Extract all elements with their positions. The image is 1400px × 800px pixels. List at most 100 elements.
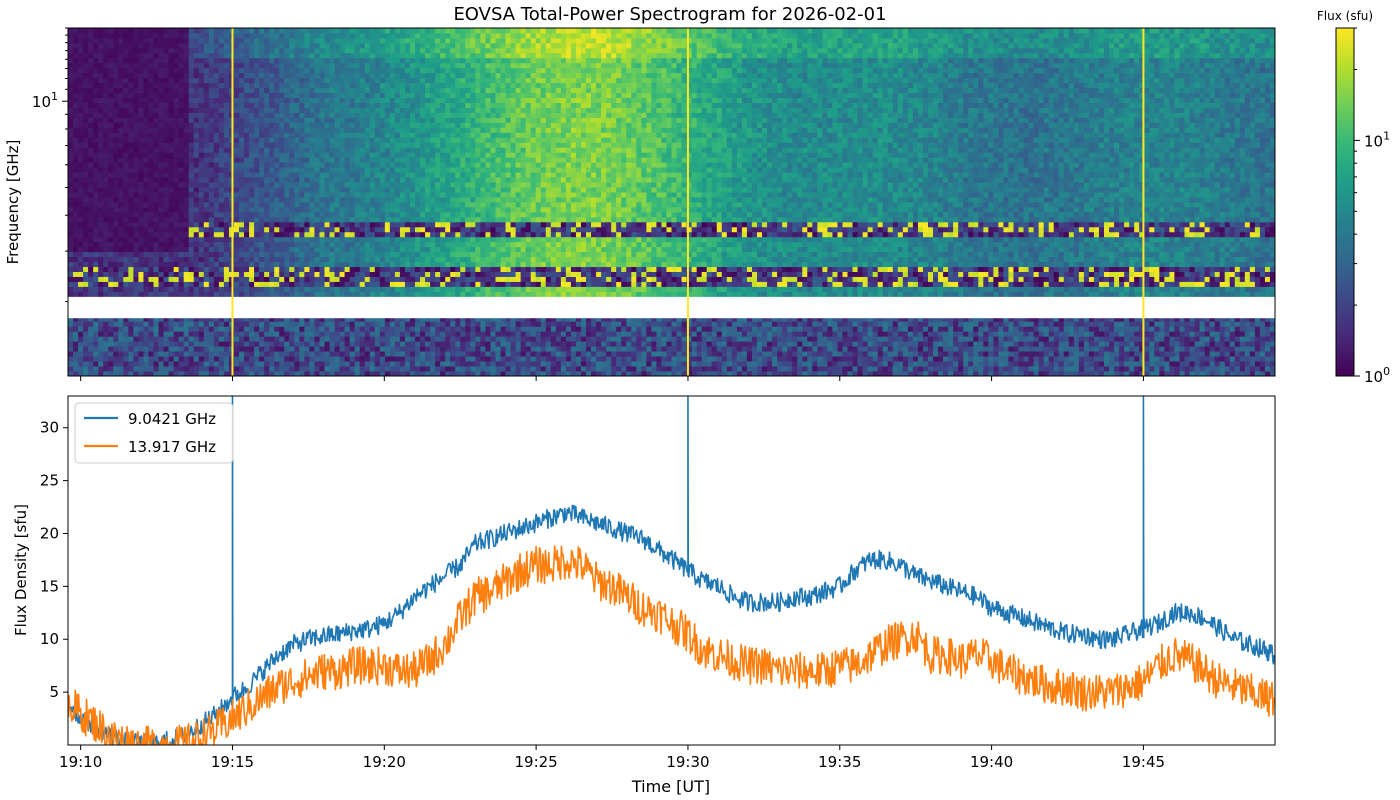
spectrogram-cell [1179, 287, 1184, 292]
spectrogram-cell [219, 351, 224, 356]
spectrogram-cell [958, 257, 963, 262]
spectrogram-cell [822, 326, 827, 331]
spectrogram-cell [365, 336, 370, 341]
spectrogram-cell [169, 267, 174, 272]
spectrogram-cell [385, 267, 390, 272]
spectrogram-cell [1210, 336, 1215, 341]
spectrogram-cell [289, 331, 294, 336]
spectrogram-cell [1245, 291, 1250, 296]
spectrogram-cell [1109, 257, 1114, 262]
spectrogram-cell [490, 356, 495, 361]
spectrogram-cell [817, 291, 822, 296]
spectrogram-cell [1144, 267, 1149, 272]
spectrogram-cell [1034, 262, 1039, 267]
spectrogram-cell [400, 341, 405, 346]
spectrogram-cell [546, 257, 551, 262]
spectrogram-cell [73, 257, 78, 262]
spectrogram-cell [455, 321, 460, 326]
spectrogram-cell [179, 341, 184, 346]
spectrogram-cell [249, 272, 254, 277]
spectrogram-cell [1054, 326, 1059, 331]
spectrogram-cell [1059, 321, 1064, 326]
spectrogram-cell [641, 336, 646, 341]
spectrogram-cell [1008, 331, 1013, 336]
spectrogram-cell [108, 341, 113, 346]
spectrogram-cell [435, 262, 440, 267]
spectrogram-cell [143, 331, 148, 336]
spectrogram-cell [495, 351, 500, 356]
spectrogram-cell [254, 277, 259, 282]
spectrogram-cell [164, 267, 169, 272]
spectrogram-cell [370, 272, 375, 277]
spectrogram-cell [571, 267, 576, 272]
spectrogram-cell [249, 326, 254, 331]
spectrogram-cell [812, 267, 817, 272]
spectrogram-cell [978, 331, 983, 336]
spectrogram-cell [350, 351, 355, 356]
spectrogram-cell [747, 272, 752, 277]
spectrogram-cell [782, 272, 787, 277]
spectrogram-cell [677, 321, 682, 326]
spectrogram-cell [837, 272, 842, 277]
spectrogram-cell [1099, 356, 1104, 361]
spectrogram-cell [978, 287, 983, 292]
spectrogram-cell [148, 272, 153, 277]
spectrogram-cell [1039, 277, 1044, 282]
spectrogram-cell [898, 361, 903, 366]
spectrogram-cell [953, 262, 958, 267]
spectrogram-cell [727, 267, 732, 272]
spectrogram-cell [802, 331, 807, 336]
spectrogram-cell [108, 331, 113, 336]
spectrogram-cell [988, 262, 993, 267]
spectrogram-cell [1119, 346, 1124, 351]
spectrogram-cell [531, 277, 536, 282]
spectrogram-cell [682, 356, 687, 361]
spectrogram-cell [365, 321, 370, 326]
spectrogram-cell [556, 341, 561, 346]
spectrogram-cell [184, 361, 189, 366]
spectrogram-cell [631, 267, 636, 272]
spectrogram-cell [817, 267, 822, 272]
spectrogram-cell [511, 336, 516, 341]
spectrogram-cell [566, 262, 571, 267]
spectrogram-cell [1154, 262, 1159, 267]
spectrogram-cell [470, 272, 475, 277]
spectrogram-cell [531, 346, 536, 351]
spectrogram-cell [475, 277, 480, 282]
spectrogram-cell [571, 356, 576, 361]
spectrogram-cell [782, 291, 787, 296]
spectrogram-cell [656, 267, 661, 272]
spectrogram-cell [1144, 326, 1149, 331]
spectrogram-cell [561, 321, 566, 326]
spectrogram-cell [214, 351, 219, 356]
spectrogram-cell [536, 331, 541, 336]
spectrogram-cell [616, 257, 621, 262]
spectrogram-cell [822, 321, 827, 326]
spectrogram-cell [1089, 272, 1094, 277]
spectrogram-cell [400, 257, 405, 262]
spectrogram-cell [319, 262, 324, 267]
spectrogram-cell [184, 267, 189, 272]
spectrogram-cell [626, 346, 631, 351]
spectrogram-cell [264, 272, 269, 277]
spectrogram-cell [1054, 267, 1059, 272]
spectrogram-cell [556, 291, 561, 296]
spectrogram-cell [420, 262, 425, 267]
spectrogram-cell [792, 341, 797, 346]
spectrogram-cell [1149, 346, 1154, 351]
spectrogram-cell [556, 267, 561, 272]
spectrogram-cell [254, 287, 259, 292]
spectrogram-cell [88, 356, 93, 361]
spectrogram-cell [400, 291, 405, 296]
spectrogram-cell [410, 291, 415, 296]
spectrogram-cell [1089, 282, 1094, 287]
spectrogram-cell [360, 282, 365, 287]
spectrogram-cell [737, 331, 742, 336]
spectrogram-cell [802, 287, 807, 292]
spectrogram-cell [345, 341, 350, 346]
spectrogram-cell [294, 277, 299, 282]
spectrogram-cell [943, 257, 948, 262]
spectrogram-cell [742, 341, 747, 346]
spectrogram-cell [511, 291, 516, 296]
spectrogram-cell [169, 331, 174, 336]
